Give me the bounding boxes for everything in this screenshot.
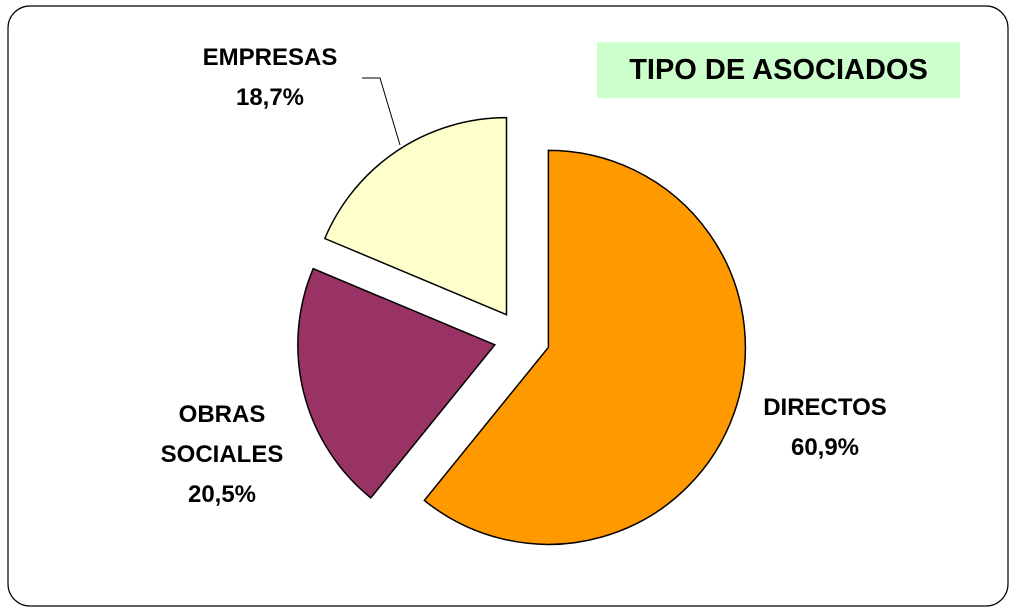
chart-title: TIPO DE ASOCIADOS <box>597 42 960 98</box>
slice-label: OBRAS SOCIALES 20,5% <box>152 395 292 515</box>
slice-label: DIRECTOS 60,9% <box>740 388 910 468</box>
category-label: DIRECTOS <box>763 394 887 421</box>
value-label: 60,9% <box>790 434 860 461</box>
value-label: 20,5% <box>187 481 257 508</box>
slice-label: EMPRESAS 18,7% <box>170 38 370 118</box>
category-label: OBRAS SOCIALES <box>160 401 284 468</box>
pie-slice <box>297 267 497 499</box>
value-label: 18,7% <box>235 84 305 111</box>
pie-slice <box>323 116 508 316</box>
pie-slice <box>423 149 747 546</box>
frame <box>7 5 1009 607</box>
leader-line <box>362 77 401 146</box>
category-label: EMPRESAS <box>202 44 338 71</box>
